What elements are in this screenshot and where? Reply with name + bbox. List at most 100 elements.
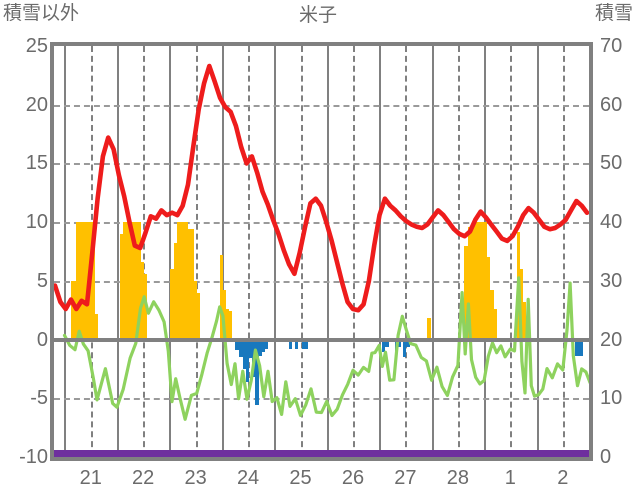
precipitation-bar xyxy=(473,222,485,340)
left-axis-title: 積雪以外 xyxy=(3,3,80,24)
snowfall-bar xyxy=(258,339,262,356)
halfday-gridline xyxy=(248,46,251,457)
day-gridline xyxy=(379,46,382,457)
precipitation-bar xyxy=(484,222,488,340)
x-tick-2: 2 xyxy=(557,467,569,489)
precipitation-bar xyxy=(193,280,197,340)
value-gridline xyxy=(54,104,589,107)
left-tick-5: 5 xyxy=(36,269,48,292)
value-gridline xyxy=(54,163,589,166)
left-tick-0: 0 xyxy=(36,328,48,351)
x-tick-22: 22 xyxy=(132,467,155,489)
day-gridline xyxy=(221,46,224,457)
precipitation-bar xyxy=(226,309,230,340)
right-tick-40: 40 xyxy=(600,211,623,234)
precipitation-bar xyxy=(173,243,177,340)
snowfall-bar xyxy=(406,339,410,347)
left-tick-25: 25 xyxy=(25,35,48,57)
snowfall-bar xyxy=(249,339,253,359)
precipitation-bar xyxy=(119,233,124,340)
x-tick-21: 21 xyxy=(79,467,102,489)
snowfall-bar xyxy=(255,339,259,406)
snowfall-bar xyxy=(301,339,308,349)
right-tick-10: 10 xyxy=(600,387,623,410)
x-tick-1: 1 xyxy=(504,467,516,489)
precipitation-bar xyxy=(490,290,494,340)
left-tick-15: 15 xyxy=(25,152,48,175)
right-tick-50: 50 xyxy=(600,152,623,175)
precipitation-bar xyxy=(222,290,227,340)
precipitation-bar xyxy=(196,292,200,340)
precipitation-bar xyxy=(427,318,431,340)
snowfall-bar xyxy=(385,339,389,347)
zero-line xyxy=(54,337,589,342)
day-gridline xyxy=(431,46,434,457)
snowfall-bar xyxy=(382,339,386,353)
snowfall-bar xyxy=(403,339,407,358)
snow-depth-line xyxy=(62,276,589,421)
right-tick-60: 60 xyxy=(600,93,623,116)
x-tick-23: 23 xyxy=(184,467,207,489)
precipitation-bar xyxy=(487,257,491,340)
plot-area xyxy=(50,42,593,461)
precipitation-bar xyxy=(123,222,141,340)
right-tick-20: 20 xyxy=(600,328,623,351)
halfday-gridline xyxy=(143,46,146,457)
snowfall-bar xyxy=(235,339,240,351)
precipitation-bar xyxy=(464,245,469,340)
day-gridline xyxy=(326,46,329,457)
snowfall-bar xyxy=(245,339,250,382)
snowfall-bar xyxy=(398,339,402,347)
halfday-gridline xyxy=(195,46,198,457)
line-series-layer xyxy=(54,63,589,421)
precipitation-bar xyxy=(468,226,474,340)
halfday-gridline xyxy=(352,46,355,457)
x-tick-25: 25 xyxy=(289,467,312,489)
right-tick-70: 70 xyxy=(600,35,623,57)
x-tick-28: 28 xyxy=(446,467,469,489)
value-gridline xyxy=(54,398,589,401)
x-tick-27: 27 xyxy=(394,467,417,489)
snowfall-bar xyxy=(264,339,268,349)
left-tick--10: -10 xyxy=(19,446,48,468)
day-gridline xyxy=(64,46,67,457)
precipitation-bar xyxy=(176,222,180,340)
precipitation-bar xyxy=(229,311,232,340)
halfday-gridline xyxy=(405,46,408,457)
precipitation-bar xyxy=(219,255,223,340)
left-tick-10: 10 xyxy=(25,211,48,234)
snowfall-bar xyxy=(295,339,299,349)
day-gridline xyxy=(536,46,539,457)
day-gridline xyxy=(116,46,119,457)
precipitation-bar xyxy=(188,229,194,340)
precipitation-bar xyxy=(170,269,174,340)
snowfall-bar xyxy=(575,339,583,356)
right-tick-30: 30 xyxy=(600,269,623,292)
right-axis-title: 積雪 xyxy=(594,3,633,24)
precipitation-bar xyxy=(493,309,497,340)
day-gridline xyxy=(169,46,172,457)
precipitation-bar xyxy=(519,269,523,340)
left-tick-20: 20 xyxy=(25,93,48,116)
halfday-gridline xyxy=(562,46,565,457)
precipitation-bar xyxy=(70,280,77,340)
precipitation-bar xyxy=(179,222,189,340)
day-gridline xyxy=(274,46,277,457)
value-gridline xyxy=(54,280,589,283)
baseline-band xyxy=(54,450,589,457)
snowfall-bar xyxy=(288,339,293,349)
right-tick-0: 0 xyxy=(600,446,612,468)
x-tick-26: 26 xyxy=(341,467,365,489)
page-title: 米子 xyxy=(298,5,337,26)
halfday-gridline xyxy=(510,46,513,457)
precipitation-bar xyxy=(522,301,527,340)
halfday-gridline xyxy=(457,46,460,457)
precipitation-bar xyxy=(94,313,98,340)
snowfall-bar xyxy=(239,339,243,358)
left-tick--5: -5 xyxy=(30,387,48,410)
x-tick-24: 24 xyxy=(236,467,260,489)
temperature-line xyxy=(54,63,589,313)
snowfall-bar xyxy=(261,339,265,353)
snowfall-bar xyxy=(242,339,246,369)
